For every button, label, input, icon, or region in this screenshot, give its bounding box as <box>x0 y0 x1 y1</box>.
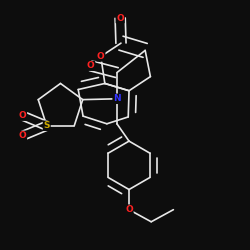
Text: O: O <box>19 131 26 140</box>
Text: O: O <box>97 52 105 61</box>
Text: O: O <box>19 111 26 120</box>
Text: O: O <box>87 61 94 70</box>
Text: O: O <box>125 205 133 214</box>
Text: O: O <box>116 14 124 23</box>
Text: N: N <box>113 94 121 103</box>
Text: S: S <box>44 121 50 130</box>
